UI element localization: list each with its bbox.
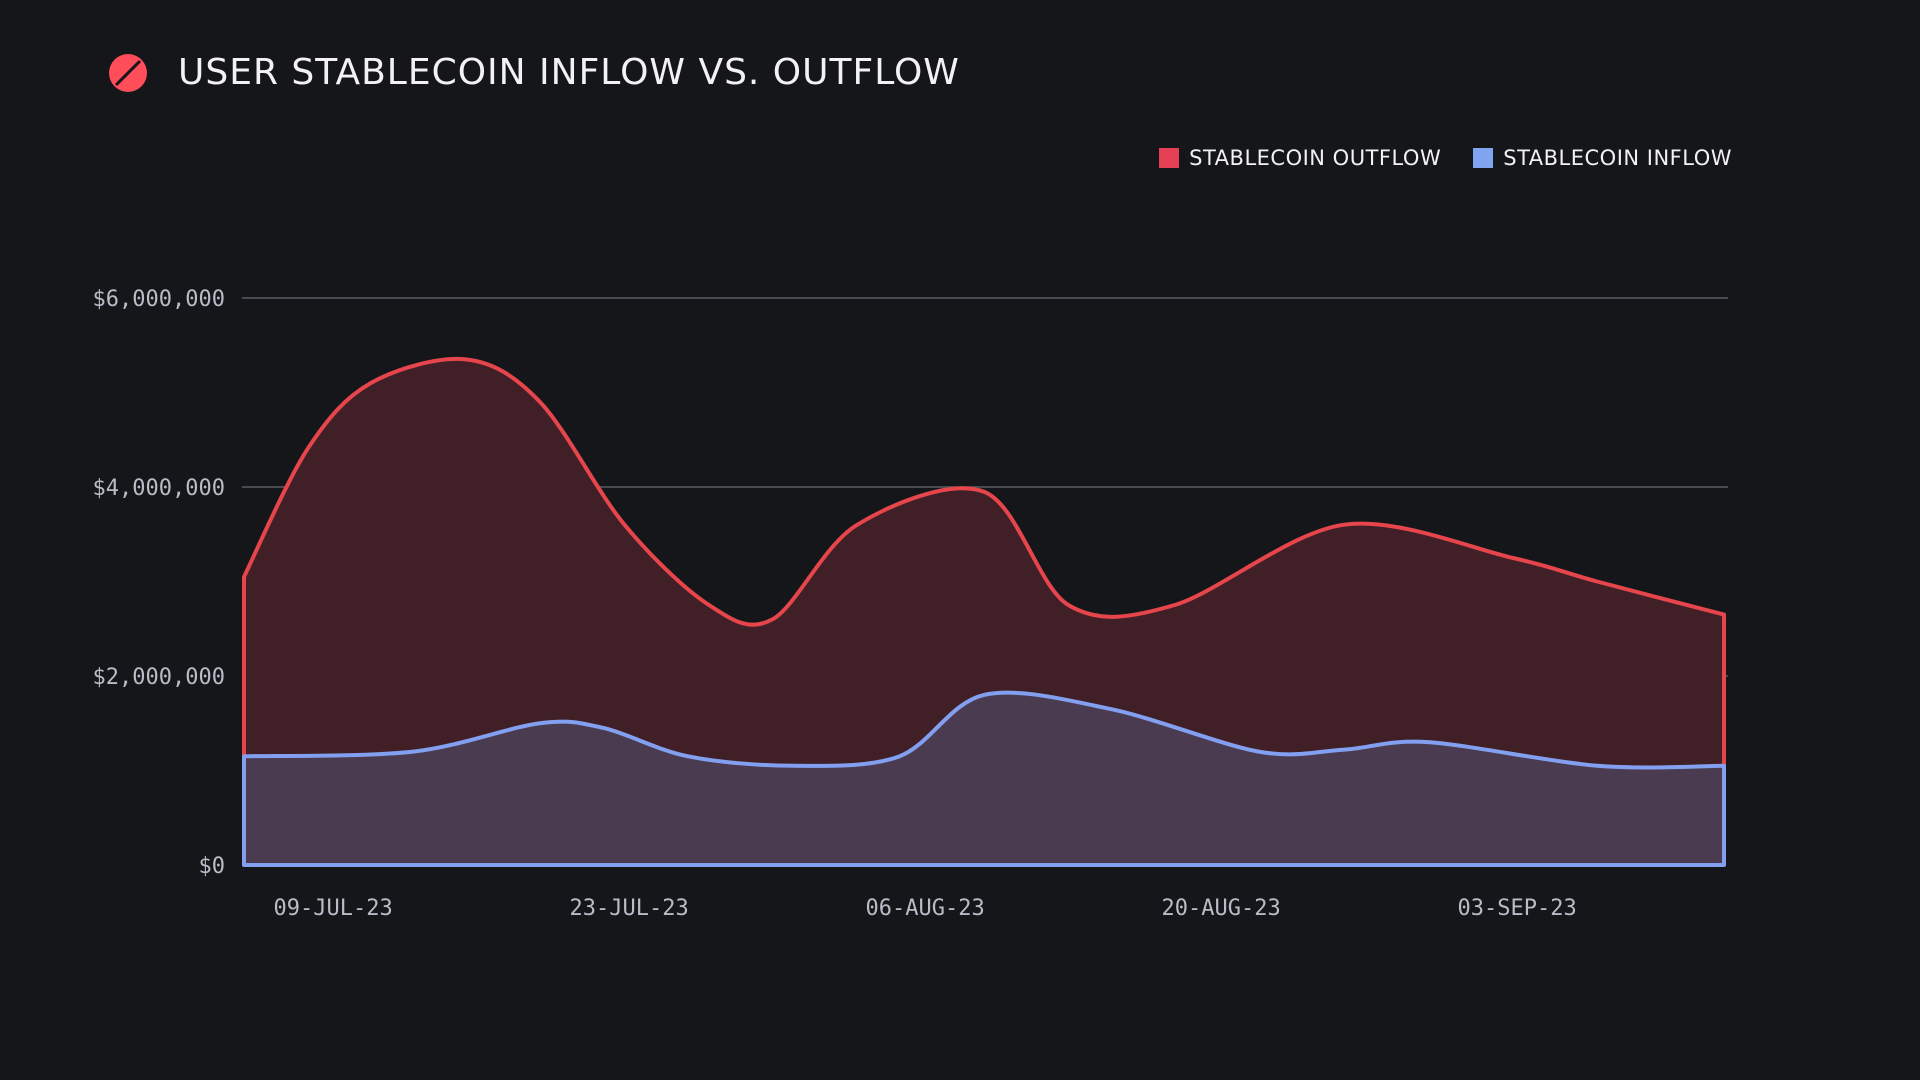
legend-label-inflow: STABLECOIN INFLOW — [1503, 146, 1732, 170]
legend-item-inflow[interactable]: STABLECOIN INFLOW — [1473, 146, 1732, 170]
x-tick-label: 06-AUG-23 — [866, 896, 985, 921]
legend-label-outflow: STABLECOIN OUTFLOW — [1189, 146, 1442, 170]
chart-legend: STABLECOIN OUTFLOW STABLECOIN INFLOW — [1159, 146, 1732, 170]
y-tick-label: $6,000,000 — [93, 287, 225, 312]
legend-swatch-outflow — [1159, 148, 1180, 168]
chart-header: USER STABLECOIN INFLOW VS. OUTFLOW — [108, 52, 960, 93]
area-inflow — [244, 692, 1724, 865]
x-tick-label: 09-JUL-23 — [274, 896, 393, 921]
x-tick-label: 23-JUL-23 — [570, 896, 689, 921]
x-tick-label: 20-AUG-23 — [1162, 896, 1281, 921]
legend-item-outflow[interactable]: STABLECOIN OUTFLOW — [1159, 146, 1441, 170]
line-outflow — [242, 356, 1726, 865]
y-tick-label: $2,000,000 — [93, 665, 225, 690]
line-inflow — [242, 690, 1726, 867]
red-slashed-circle-icon — [109, 53, 147, 92]
area-layer — [242, 356, 1726, 867]
x-tick-label: 03-SEP-23 — [1458, 896, 1577, 921]
y-tick-label: $0 — [199, 854, 226, 879]
chart-title: USER STABLECOIN INFLOW VS. OUTFLOW — [178, 52, 960, 93]
axis-layer: $0 $2,000,000 $4,000,000 $6,000,000 09-JUL-2… — [93, 287, 1577, 921]
y-tick-label: $4,000,000 — [93, 476, 225, 501]
legend-swatch-inflow — [1473, 148, 1494, 168]
